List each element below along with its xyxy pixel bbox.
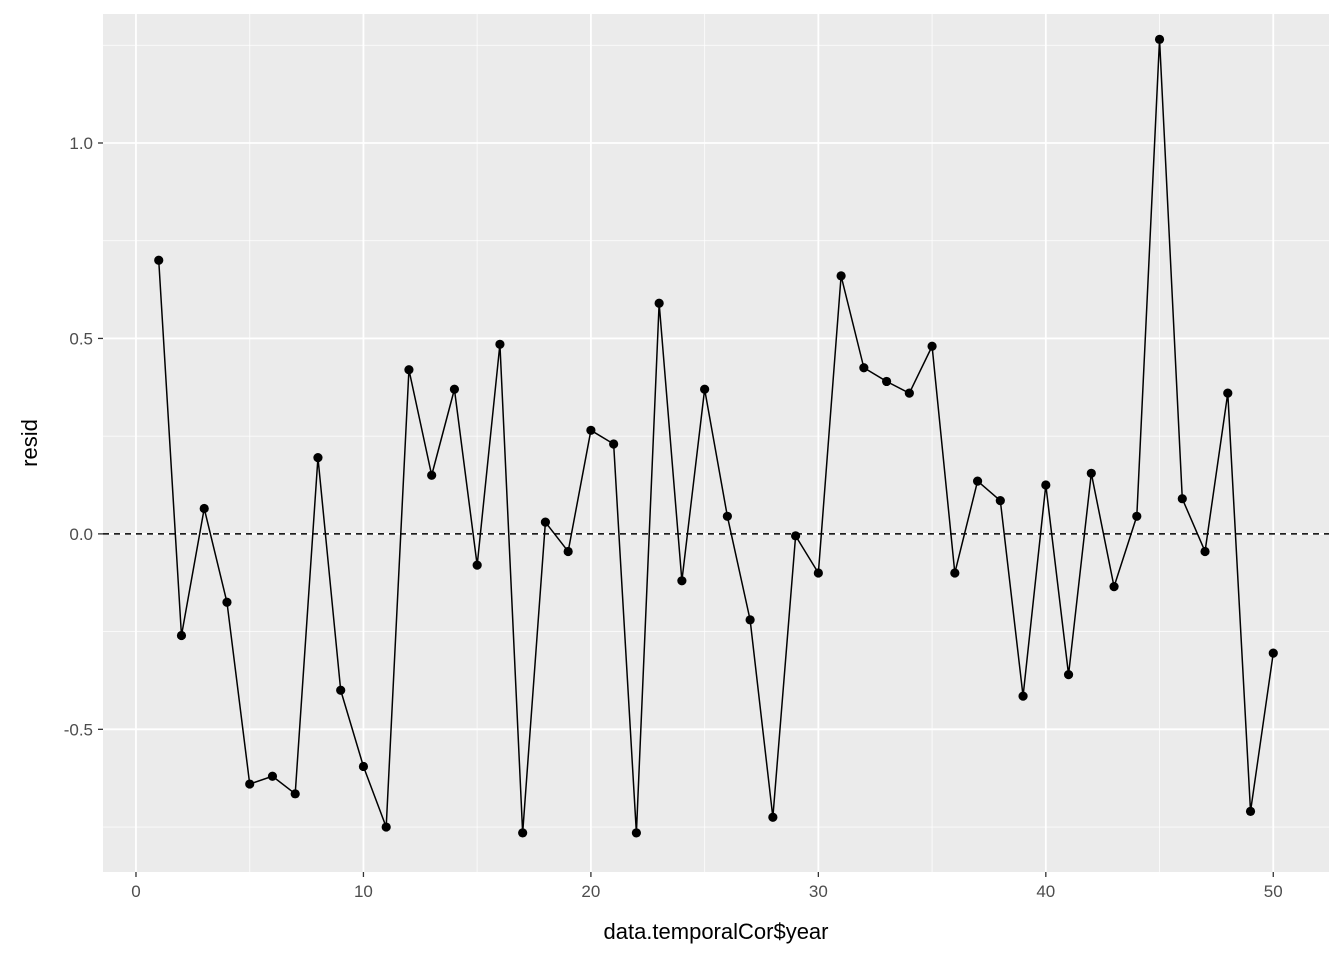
data-point [654, 298, 664, 308]
y-tick-label: 0.0 [69, 525, 93, 544]
data-point [881, 376, 892, 387]
x-tick-label: 30 [809, 882, 828, 901]
data-point [1268, 648, 1278, 658]
grid-minor [103, 14, 1329, 872]
y-tick-label: 0.5 [69, 329, 93, 348]
y-axis: -0.5 0.0 0.5 1.0 [64, 134, 103, 739]
data-point [1109, 582, 1119, 592]
data-point [950, 568, 960, 578]
data-point [1063, 670, 1074, 680]
data-point [245, 779, 255, 789]
data-point [1041, 480, 1051, 490]
data-point [563, 546, 573, 557]
grid-major [103, 14, 1329, 872]
data-point [404, 365, 414, 375]
data-point [290, 789, 300, 799]
x-axis: 0 10 20 30 40 50 [131, 872, 1283, 901]
data-point [1154, 34, 1165, 45]
x-tick-label: 40 [1036, 882, 1055, 901]
data-point [313, 453, 323, 463]
y-axis-title: resid [17, 419, 42, 467]
data-point [540, 517, 551, 527]
data-point [609, 439, 619, 449]
data-point [495, 339, 505, 349]
data-point [154, 255, 164, 265]
data-point [1200, 546, 1210, 557]
data-point [745, 615, 755, 625]
data-point [222, 597, 232, 607]
x-tick-label: 20 [581, 882, 600, 901]
data-point [1086, 468, 1096, 478]
data-point [700, 384, 710, 394]
data-point [427, 470, 437, 480]
data-point [927, 341, 937, 351]
data-point [722, 511, 732, 521]
x-tick-label: 10 [354, 882, 373, 901]
data-point [449, 384, 460, 394]
data-point [586, 425, 596, 435]
data-point [267, 771, 278, 781]
data-point [859, 363, 869, 373]
x-tick-label: 0 [131, 882, 140, 901]
data-point [336, 685, 346, 695]
data-point [381, 822, 391, 832]
data-point [813, 568, 823, 578]
data-point [677, 576, 687, 586]
data-point [1245, 806, 1256, 817]
data-point [199, 503, 209, 514]
data-point [768, 812, 778, 822]
data-point [1132, 511, 1142, 521]
data-point [358, 761, 369, 772]
data-point [904, 388, 914, 398]
series-line [157, 38, 1275, 834]
data-point [472, 560, 482, 570]
x-tick-label: 50 [1264, 882, 1283, 901]
data-point [1018, 691, 1028, 701]
data-point [1177, 494, 1187, 504]
data-point [631, 828, 641, 838]
data-point [176, 630, 187, 641]
data-point [1223, 388, 1233, 398]
y-tick-label: 1.0 [69, 134, 93, 153]
data-point [995, 496, 1005, 506]
data-point [791, 531, 801, 541]
series [154, 34, 1278, 838]
y-tick-label: -0.5 [64, 720, 93, 739]
x-axis-title: data.temporalCor$year [603, 919, 828, 944]
data-point [972, 476, 983, 486]
data-point [836, 271, 846, 281]
data-point [518, 828, 528, 838]
